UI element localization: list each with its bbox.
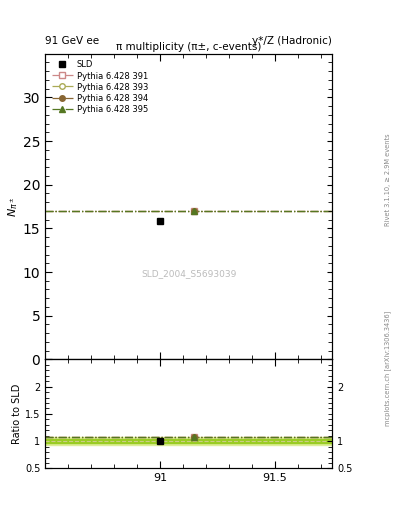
Text: SLD_2004_S5693039: SLD_2004_S5693039: [141, 269, 236, 279]
Text: γ*/Z (Hadronic): γ*/Z (Hadronic): [252, 36, 332, 46]
Title: π multiplicity (π±, c-events): π multiplicity (π±, c-events): [116, 41, 261, 52]
Y-axis label: $N_{\pi^\pm}$: $N_{\pi^\pm}$: [6, 197, 20, 217]
Text: 91 GeV ee: 91 GeV ee: [45, 36, 99, 46]
Legend: SLD, Pythia 6.428 391, Pythia 6.428 393, Pythia 6.428 394, Pythia 6.428 395: SLD, Pythia 6.428 391, Pythia 6.428 393,…: [50, 58, 151, 116]
Text: Rivet 3.1.10, ≥ 2.9M events: Rivet 3.1.10, ≥ 2.9M events: [385, 133, 391, 225]
Text: mcplots.cern.ch [arXiv:1306.3436]: mcplots.cern.ch [arXiv:1306.3436]: [384, 311, 391, 426]
Y-axis label: Ratio to SLD: Ratio to SLD: [12, 383, 22, 444]
